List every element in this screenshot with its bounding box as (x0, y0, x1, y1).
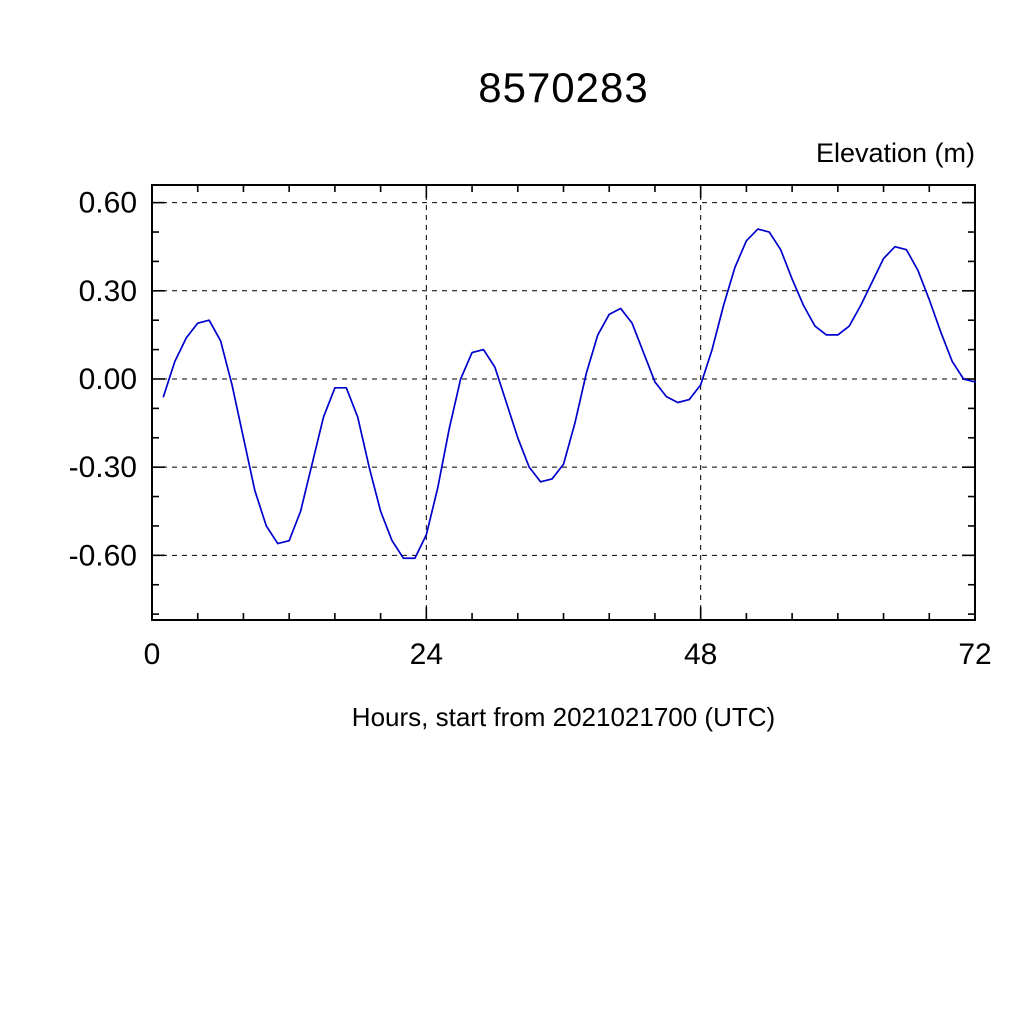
chart-title: 8570283 (478, 64, 649, 111)
y-tick-label: -0.30 (69, 451, 137, 484)
y-tick-label: 0.60 (79, 187, 137, 220)
x-tick-label: 0 (144, 638, 161, 671)
x-tick-label: 24 (410, 638, 443, 671)
x-tick-label: 72 (958, 638, 991, 671)
y-tick-label: 0.30 (79, 275, 137, 308)
x-axis-label: Hours, start from 2021021700 (UTC) (351, 702, 776, 732)
tide-curve (162, 228, 976, 560)
y-tick-label: -0.60 (69, 539, 137, 572)
axis-frame (151, 184, 976, 621)
x-tick-label: 48 (684, 638, 717, 671)
y-tick-label: 0.00 (79, 363, 137, 396)
y-axis-title: Elevation (m) (815, 138, 975, 168)
